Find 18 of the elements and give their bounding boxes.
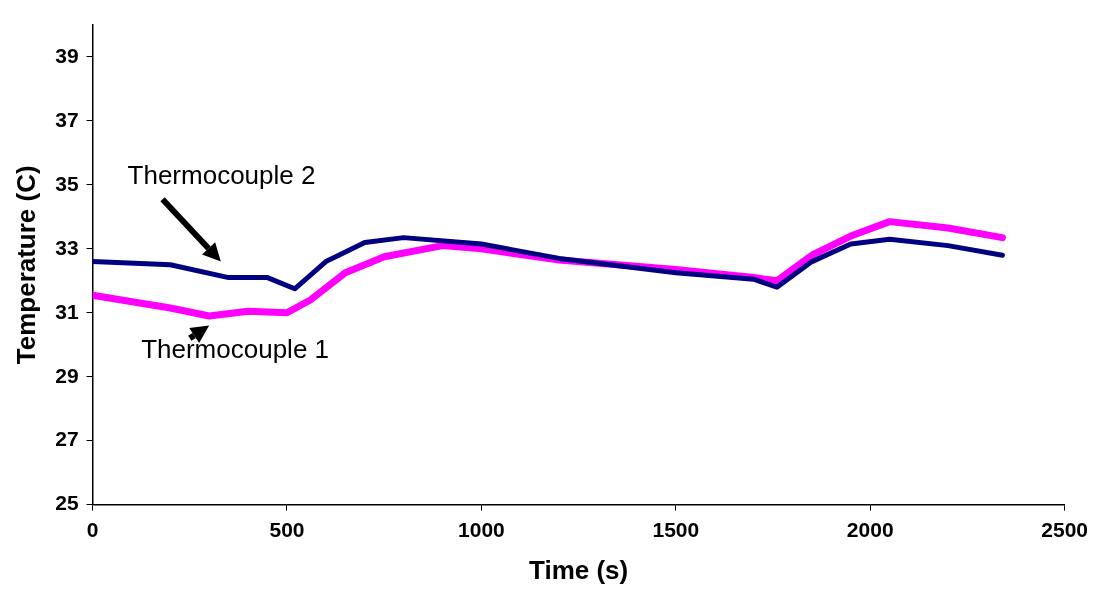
- series-label: Thermocouple 1: [141, 334, 330, 365]
- y-tick-label: 29: [55, 363, 79, 387]
- y-tick-label: 35: [55, 171, 79, 195]
- y-tick-label: 33: [55, 235, 79, 259]
- x-tick-label: 1500: [652, 518, 700, 541]
- y-tick-label: 27: [55, 427, 79, 451]
- y-tick-label: 25: [55, 491, 79, 515]
- x-tick-label: 1000: [458, 518, 505, 541]
- x-tick-label: 2500: [1041, 518, 1088, 541]
- y-tick-label: 37: [55, 107, 79, 131]
- y-tick-label: 31: [55, 299, 79, 323]
- x-tick-label: 2000: [846, 518, 894, 541]
- y-tick-label: 39: [55, 43, 79, 67]
- x-tick-label: 0: [86, 518, 99, 541]
- y-axis-title: Temperature (C): [10, 165, 41, 365]
- text: Thermocouple 2: [127, 160, 316, 191]
- x-tick-label: 500: [269, 518, 305, 541]
- x-axis-title: Time (s): [528, 554, 629, 585]
